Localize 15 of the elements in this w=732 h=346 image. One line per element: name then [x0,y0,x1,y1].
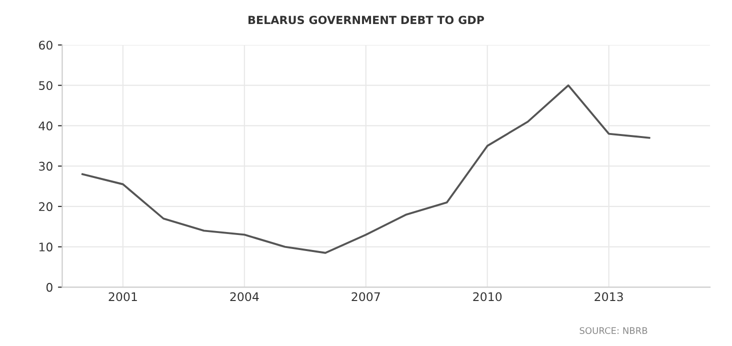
y-tick-label: 0 [46,282,52,292]
y-tick-label: 40 [38,121,52,130]
y-tick-label: 60 [38,40,52,50]
chart-title: BELARUS GOVERNMENT DEBT TO GDP [248,16,484,24]
y-tick-label: 50 [39,81,52,90]
y-tick-label: 30 [39,162,52,171]
x-tick-label: 2013 [594,292,623,302]
x-tick-label: 2007 [352,292,380,302]
y-tick-label: 20 [39,202,52,212]
y-tick-label: 10 [39,242,52,252]
x-tick-label: 2001 [108,292,137,302]
x-tick-label: 2004 [230,292,259,302]
x-tick-label: 2010 [473,292,502,302]
source-note: SOURCE: NBRB [580,327,648,334]
line-series [81,84,650,254]
